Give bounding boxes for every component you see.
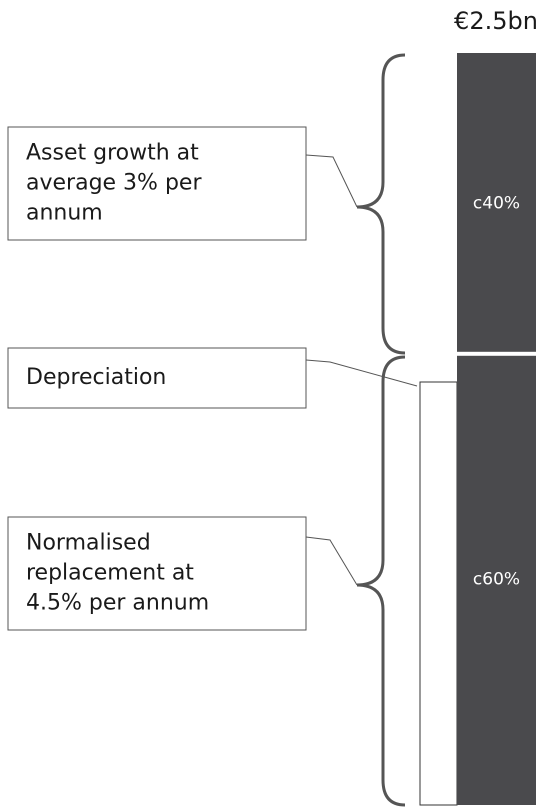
annotation: Depreciation [26,365,166,390]
annotation: 4.5% per annum [26,591,209,616]
leader-line [305,536,358,586]
callout-box [7,126,307,241]
annotation: Normalised [26,531,151,556]
leader-line [305,154,358,208]
annotation: Asset growth at [26,141,199,166]
value-label: c40% [473,193,520,213]
depreciation-bar [419,381,458,806]
value-label: c60% [473,569,520,589]
annotation: annum [26,201,103,226]
bar-segment [457,355,536,805]
leader-line [305,359,418,387]
chart-title: €2.5bn [454,7,538,35]
brace [356,53,406,355]
annotation: replacement at [26,561,194,586]
callout-box [7,516,307,631]
bar-segment [457,53,536,352]
brace [356,355,406,807]
annotation: average 3% per [26,171,202,196]
callout-box [7,347,307,409]
